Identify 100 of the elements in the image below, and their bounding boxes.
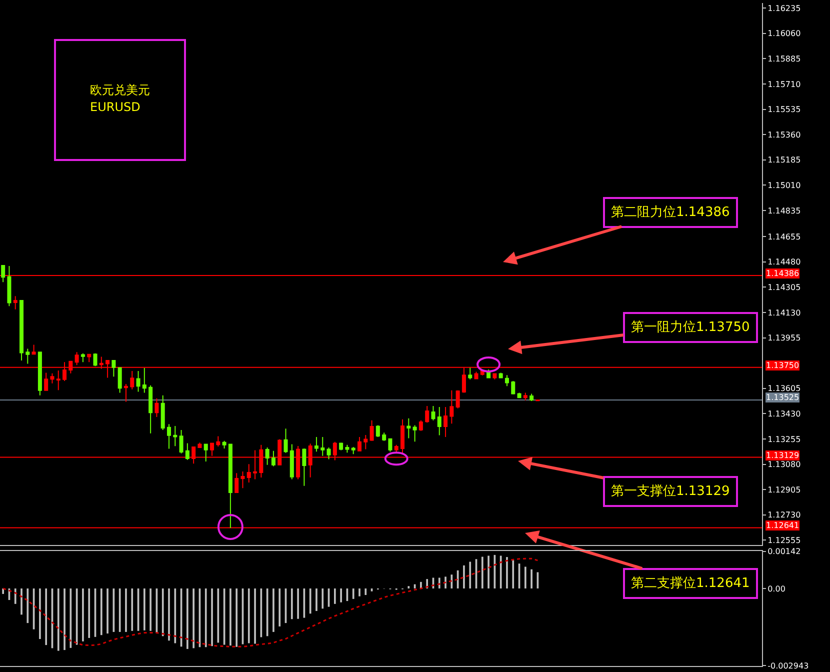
candlestick <box>44 372 48 391</box>
candlestick <box>382 432 386 442</box>
line-series <box>2 558 538 648</box>
text: EURUSD <box>90 100 140 114</box>
candlestick <box>136 370 140 392</box>
candlestick <box>93 352 98 367</box>
annotation: 第一支撑位1.13129 <box>611 484 730 499</box>
y-tick-label: -0.002943 <box>768 661 809 670</box>
candlestick <box>364 434 368 450</box>
candlestick <box>290 444 294 480</box>
candlestick <box>179 430 184 454</box>
candlestick <box>326 447 331 460</box>
ref-line-label: 1.14386 <box>766 269 800 278</box>
candlestick <box>444 406 448 438</box>
y-tick-label: 1.13255 <box>768 434 801 444</box>
candlestick <box>160 394 165 431</box>
candlestick <box>376 424 380 438</box>
candlestick <box>523 392 528 401</box>
y-tick-label: 1.15885 <box>768 54 801 64</box>
ref-line-label: 1.13129 <box>766 451 800 460</box>
candlestick <box>425 406 430 424</box>
candlestick <box>345 444 350 454</box>
y-tick-label: 1.13955 <box>768 334 801 343</box>
candlestick <box>456 390 460 409</box>
candlestick <box>20 300 24 361</box>
candlestick <box>474 371 478 380</box>
y-tick-label: 1.12555 <box>768 536 801 546</box>
y-tick-label: 1.13080 <box>768 460 801 470</box>
candlestick <box>124 384 128 402</box>
candlestick <box>504 374 509 387</box>
candlestick <box>118 367 122 394</box>
candlestick <box>74 352 79 366</box>
candlestick <box>302 448 306 486</box>
candlestick <box>130 370 134 390</box>
y-tick-label: 1.15535 <box>768 105 801 114</box>
annotation: 第二支撑位1.12641 <box>631 576 750 591</box>
annotation: 第一阻力位1.13750 <box>631 320 750 335</box>
candlestick <box>370 420 374 442</box>
candlestick <box>492 373 497 380</box>
candlestick <box>32 344 36 355</box>
candlestick <box>166 424 171 450</box>
candlestick <box>240 471 245 489</box>
candlestick <box>222 440 226 450</box>
candlestick <box>1 264 6 283</box>
candlestick <box>80 352 85 363</box>
candlestick <box>87 354 92 363</box>
y-tick-label: 1.16235 <box>768 4 801 13</box>
y-tick-label: 1.16060 <box>768 29 801 38</box>
candlestick <box>394 444 398 454</box>
y-tick-label: 1.14655 <box>768 232 801 242</box>
candlestick <box>26 348 30 364</box>
candlestick <box>246 464 251 484</box>
candlestick <box>437 406 442 436</box>
y-tick-label: 1.14835 <box>768 206 801 216</box>
y-tick-label: 0.00142 <box>768 547 801 556</box>
candlestick <box>400 418 405 454</box>
candlestick <box>468 367 472 380</box>
y-tick-label: 1.15185 <box>768 156 801 165</box>
annotation: 第二阻力位1.14386 <box>611 205 730 220</box>
candlestick <box>431 406 436 421</box>
candlestick <box>216 436 220 448</box>
y-tick-label: 1.12905 <box>768 485 801 494</box>
candlestick <box>234 472 239 494</box>
candlestick <box>38 352 42 396</box>
y-tick-label: 0.00 <box>768 584 786 594</box>
candlestick <box>388 438 392 452</box>
candlestick <box>450 390 454 424</box>
ref-line-label: 1.13525 <box>766 393 800 402</box>
candlestick <box>517 392 522 398</box>
candlestick <box>351 446 356 455</box>
candlestick <box>142 368 146 394</box>
candlestick <box>530 393 534 402</box>
candlestick <box>13 296 18 310</box>
ref-line-label: 1.13750 <box>766 361 800 370</box>
candlestick <box>198 442 202 448</box>
candlestick <box>265 447 270 466</box>
y-tick-label: 1.12730 <box>768 510 801 520</box>
candlestick <box>112 360 116 378</box>
ref-line-label: 1.12641 <box>766 521 800 530</box>
y-tick-label: 1.13430 <box>768 409 801 418</box>
candlestick <box>148 384 153 434</box>
y-tick-label: 1.14480 <box>768 258 801 267</box>
candlestick <box>7 266 12 307</box>
candlestick <box>406 418 411 439</box>
text: 欧元兑美元 <box>90 83 150 97</box>
candlestick <box>511 380 516 395</box>
candlestick <box>56 370 60 391</box>
y-tick-label: 1.13605 <box>768 384 801 394</box>
candlestick <box>320 436 325 456</box>
y-tick-label: 1.15010 <box>768 181 801 190</box>
candlestick <box>204 444 208 462</box>
candlestick <box>418 420 423 432</box>
candlestick <box>271 450 276 467</box>
y-tick-label: 1.14305 <box>768 282 801 292</box>
y-tick-label: 1.14130 <box>768 308 801 318</box>
y-tick-label: 1.15360 <box>768 130 801 140</box>
candlestick <box>412 424 417 442</box>
y-tick-label: 1.15710 <box>768 80 801 89</box>
candlestick <box>50 372 54 384</box>
candlestick <box>314 436 318 452</box>
